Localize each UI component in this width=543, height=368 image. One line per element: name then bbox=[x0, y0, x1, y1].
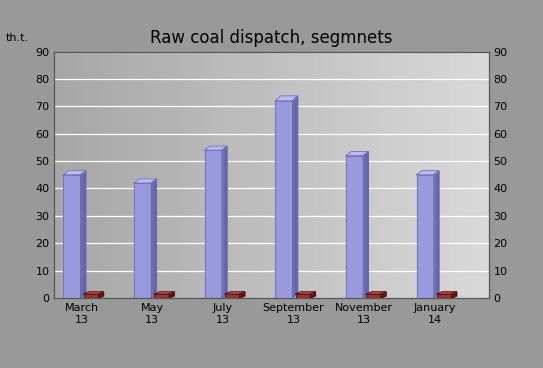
Polygon shape bbox=[275, 96, 298, 101]
Polygon shape bbox=[154, 294, 169, 298]
Polygon shape bbox=[84, 292, 104, 294]
Polygon shape bbox=[381, 292, 386, 298]
Polygon shape bbox=[292, 96, 298, 298]
Text: th.t.: th.t. bbox=[5, 33, 29, 43]
Polygon shape bbox=[134, 183, 151, 298]
Polygon shape bbox=[451, 292, 457, 298]
Polygon shape bbox=[64, 171, 86, 175]
Polygon shape bbox=[84, 294, 98, 298]
Polygon shape bbox=[416, 175, 434, 298]
Polygon shape bbox=[205, 146, 227, 150]
Polygon shape bbox=[154, 292, 174, 294]
Polygon shape bbox=[310, 292, 315, 298]
Polygon shape bbox=[363, 152, 368, 298]
Polygon shape bbox=[296, 294, 310, 298]
Polygon shape bbox=[275, 101, 292, 298]
Polygon shape bbox=[434, 171, 439, 298]
Polygon shape bbox=[205, 150, 222, 298]
Polygon shape bbox=[437, 292, 457, 294]
Polygon shape bbox=[346, 156, 363, 298]
Polygon shape bbox=[151, 179, 156, 298]
Polygon shape bbox=[437, 294, 451, 298]
Polygon shape bbox=[367, 292, 386, 294]
Polygon shape bbox=[225, 292, 245, 294]
Polygon shape bbox=[239, 292, 245, 298]
Title: Raw coal dispatch, segmnets: Raw coal dispatch, segmnets bbox=[150, 29, 393, 47]
Polygon shape bbox=[134, 179, 156, 183]
Polygon shape bbox=[64, 175, 80, 298]
Polygon shape bbox=[225, 294, 239, 298]
Polygon shape bbox=[346, 152, 368, 156]
Polygon shape bbox=[296, 292, 315, 294]
Polygon shape bbox=[80, 171, 86, 298]
Polygon shape bbox=[367, 294, 381, 298]
Polygon shape bbox=[416, 171, 439, 175]
Polygon shape bbox=[222, 146, 227, 298]
Polygon shape bbox=[169, 292, 174, 298]
Polygon shape bbox=[98, 292, 104, 298]
